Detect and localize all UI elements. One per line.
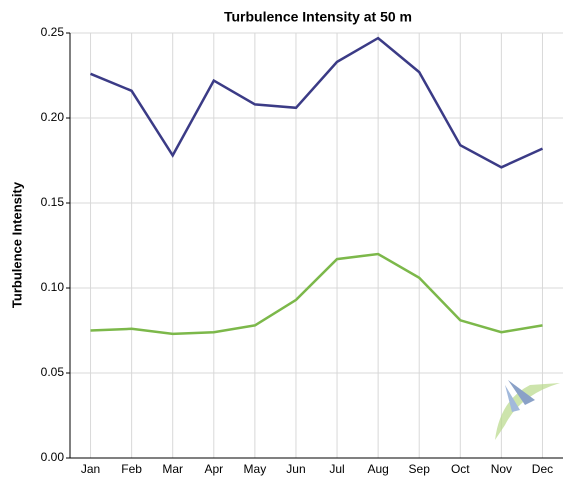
x-tick-label: Dec [532, 462, 553, 476]
x-tick-label: Mar [162, 462, 183, 476]
y-tick-label: 0.10 [41, 280, 65, 294]
logo [495, 380, 560, 440]
x-tick-label: Jul [329, 462, 344, 476]
x-tick-label: Jun [286, 462, 305, 476]
x-tick-label: Jan [81, 462, 100, 476]
x-tick-label: May [244, 462, 267, 476]
x-tick-label: Apr [204, 462, 223, 476]
x-tick-label: Nov [491, 462, 512, 476]
y-tick-label: 0.00 [41, 450, 65, 464]
y-tick-label: 0.05 [41, 365, 65, 379]
x-tick-label: Sep [409, 462, 431, 476]
series-line [90, 36, 544, 169]
chart-title: Turbulence Intensity at 50 m [224, 9, 412, 25]
y-tick-label: 0.25 [41, 25, 65, 39]
x-tick-label: Oct [451, 462, 470, 476]
series-line [90, 252, 543, 336]
y-tick-label: 0.20 [41, 110, 65, 124]
x-tick-label: Aug [367, 462, 388, 476]
y-axis-label: Turbulence Intensity [9, 181, 24, 308]
x-tick-label: Feb [121, 462, 142, 476]
y-tick-label: 0.15 [41, 195, 65, 209]
